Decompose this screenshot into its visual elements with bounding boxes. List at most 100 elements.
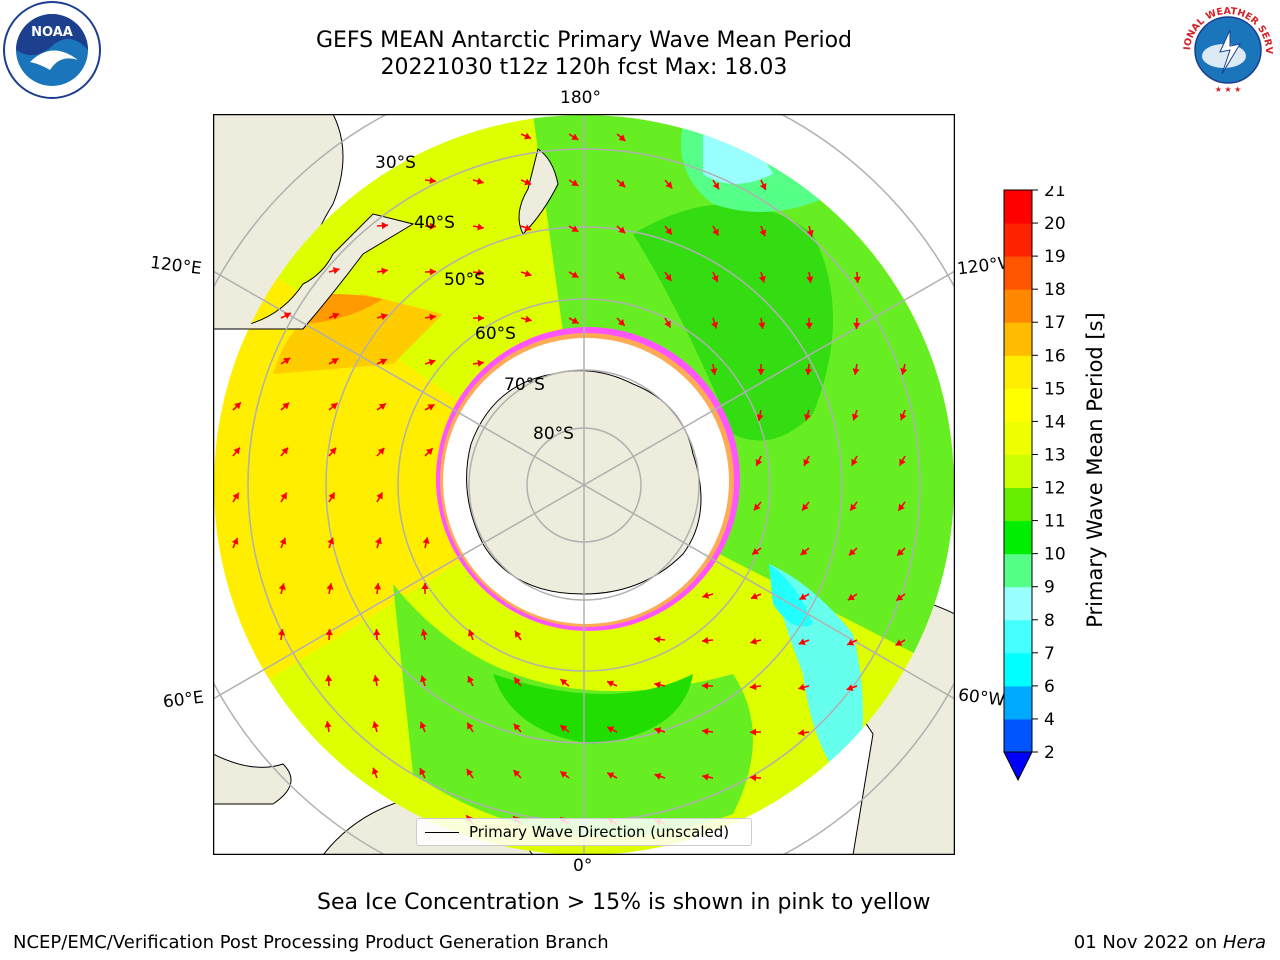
- colorbar-extend-arrow: [1003, 751, 1033, 782]
- wave-direction-arrowhead: [798, 683, 806, 691]
- colorbar-segment: [1004, 322, 1032, 356]
- wave-direction-arrowhead: [804, 413, 812, 421]
- wave-direction-arrowhead: [378, 403, 386, 411]
- wave-direction-arrowhead: [381, 267, 388, 275]
- wave-direction-arrowhead: [702, 636, 709, 645]
- wave-direction-arrowhead: [476, 177, 484, 185]
- wave-direction-arrowhead: [898, 503, 905, 511]
- wave-direction-arrowhead: [419, 768, 426, 776]
- noaa-logo: NOAA: [3, 1, 101, 99]
- colorbar-segment: [1004, 190, 1032, 224]
- wave-direction-arrowhead: [664, 274, 672, 282]
- lat-label-30s: 30°S: [375, 153, 416, 173]
- noaa-logo-text: NOAA: [31, 25, 73, 40]
- wave-direction-arrowhead: [753, 503, 761, 511]
- colorbar-segment: [1004, 355, 1032, 389]
- wave-direction-arrowhead: [560, 771, 568, 778]
- wave-direction-arrowhead: [525, 315, 532, 323]
- wave-direction-arrowhead: [283, 357, 291, 365]
- colorbar-tick-label: 2: [1044, 743, 1055, 763]
- wave-direction-arrowhead: [420, 675, 427, 683]
- nws-logo: NATIONAL WEATHER SERVICE ★ ★ ★: [1178, 0, 1275, 97]
- colorbar-tick-label: 12: [1044, 479, 1066, 499]
- wave-direction-arrowhead: [847, 638, 855, 646]
- wave-direction-arrowhead: [750, 592, 758, 600]
- wave-direction-arrowhead: [477, 314, 484, 322]
- colorbar-segment: [1004, 388, 1032, 422]
- wave-direction-arrowhead: [852, 368, 860, 375]
- svg-text:★ ★ ★: ★ ★ ★: [1215, 85, 1242, 94]
- wave-direction-arrowhead: [710, 368, 718, 375]
- wave-direction-arrowhead: [750, 728, 757, 736]
- chart-subtitle: 20221030 t12z 120h fcst Max: 18.03: [380, 55, 788, 80]
- wave-direction-arrowhead: [373, 583, 382, 590]
- wave-direction-arrowhead: [664, 320, 671, 328]
- wave-direction-arrowhead: [560, 725, 568, 732]
- wave-direction-arrowhead: [422, 537, 430, 544]
- wave-direction-arrowhead: [711, 321, 718, 329]
- wave-direction-arrowhead: [571, 133, 579, 140]
- wave-direction-arrowhead: [899, 413, 907, 421]
- colorbar-tick-label: 6: [1044, 677, 1055, 697]
- wave-direction-arrowhead: [758, 322, 766, 329]
- wave-direction-arrowhead: [851, 458, 858, 466]
- wave-direction-arrowhead: [750, 774, 757, 782]
- colorbar-tick-label: 20: [1044, 214, 1066, 234]
- wave-direction-arrowhead: [895, 639, 903, 646]
- colorbar-tick-label: 16: [1044, 346, 1066, 366]
- lat-label-60s: 60°S: [475, 324, 516, 344]
- wave-direction-arrowhead: [571, 179, 579, 186]
- wave-direction-arrowhead: [571, 225, 579, 232]
- wave-direction-arrowhead: [758, 275, 766, 283]
- wave-direction-arrowhead: [477, 223, 484, 231]
- wave-direction-arrowhead: [429, 268, 436, 276]
- colorbar-tick-label: 17: [1044, 313, 1066, 333]
- graticule: [213, 114, 955, 855]
- wave-direction-arrowhead: [332, 267, 340, 275]
- wave-direction-arrowhead: [425, 448, 433, 455]
- legend-line-symbol: [425, 831, 459, 833]
- wave-direction-arrowhead: [327, 537, 335, 545]
- chart-title: GEFS MEAN Antarctic Primary Wave Mean Pe…: [315, 28, 853, 53]
- wave-direction-arrowhead: [231, 537, 239, 545]
- colorbar: 2 4 6 7 8 9 10 11 12 13 14 15 16 17 18 19 20 21: [1003, 186, 1066, 782]
- wave-direction-arrowhead: [806, 229, 814, 237]
- wave-direction-arrowhead: [617, 319, 625, 326]
- wave-direction-arrowhead: [618, 180, 626, 188]
- wave-direction-arrowhead: [513, 770, 521, 777]
- wave-direction-arrowhead: [332, 312, 340, 320]
- colorbar-tick-label: 19: [1044, 247, 1066, 267]
- lon-label-60e: 60°E: [161, 687, 205, 713]
- colorbar-tick-label: 13: [1044, 445, 1066, 465]
- colorbar-tick-label: 10: [1044, 545, 1066, 565]
- footer-date: 01 Nov 2022 on Hera: [1074, 932, 1266, 953]
- colorbar-segment: [1004, 421, 1032, 455]
- colorbar-tick-label: 8: [1044, 611, 1055, 631]
- wave-direction-arrowhead: [373, 629, 381, 636]
- lon-label-120e: 120°E: [148, 252, 203, 280]
- wave-direction-arrowhead: [513, 723, 521, 731]
- wave-direction-arrowhead: [330, 403, 338, 410]
- colorbar-label: Primary Wave Mean Period [s]: [1083, 312, 1107, 628]
- wave-direction-arrowhead: [665, 181, 673, 189]
- wave-direction-arrowhead: [428, 359, 436, 366]
- wave-direction-arrowhead: [846, 684, 854, 692]
- colorbar-segment: [1004, 520, 1032, 555]
- colorbar-tick-label: 15: [1044, 379, 1066, 399]
- wave-direction-arrowhead: [466, 768, 474, 776]
- wave-direction-arrowhead: [419, 721, 427, 729]
- colorbar-tick-label: 9: [1044, 578, 1055, 598]
- footer-credit: NCEP/EMC/Verification Post Processing Pr…: [13, 932, 609, 953]
- wave-direction-arrowhead: [805, 322, 813, 329]
- wave-direction-arrowhead: [467, 629, 475, 637]
- wave-direction-arrowhead: [376, 492, 383, 500]
- wave-direction-arrowhead: [711, 275, 719, 283]
- colorbar-segment: [1004, 652, 1032, 687]
- map-legend: Primary Wave Direction (unscaled): [416, 818, 752, 846]
- wave-direction-arrowhead: [804, 368, 813, 375]
- wave-direction-arrowhead: [379, 358, 387, 366]
- polar-map: [213, 114, 955, 855]
- wave-direction-arrowhead: [802, 503, 809, 511]
- wave-direction-arrowhead: [853, 276, 861, 283]
- footer-date-text: 01 Nov 2022 on: [1073, 932, 1223, 953]
